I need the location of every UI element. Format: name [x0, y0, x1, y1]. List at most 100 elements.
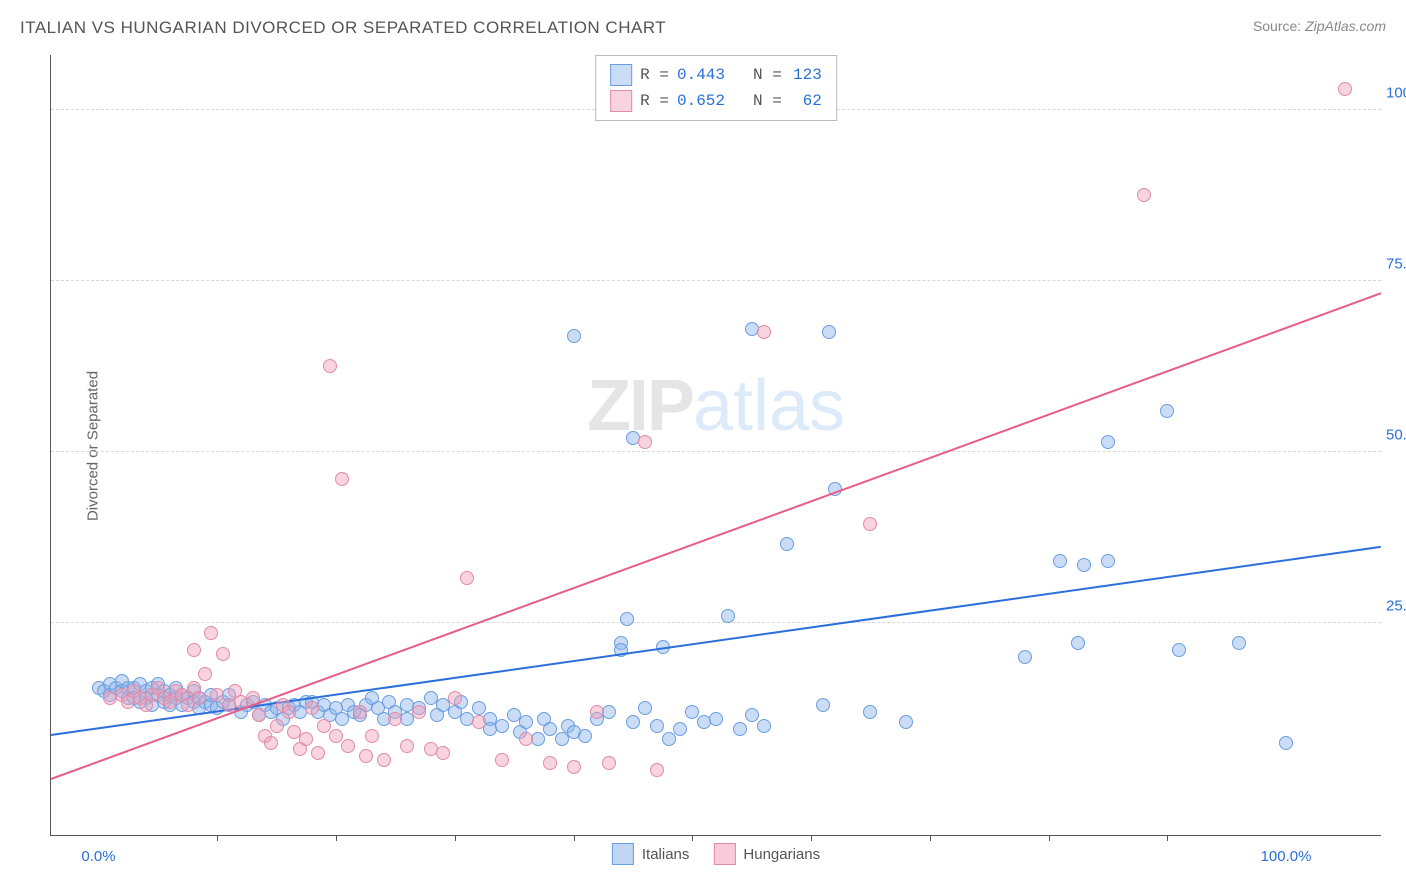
r-value: 0.443 — [677, 66, 725, 84]
data-point — [436, 746, 450, 760]
data-point — [1101, 554, 1115, 568]
x-tick-label: 100.0% — [1261, 848, 1312, 865]
data-point — [210, 688, 224, 702]
watermark-part2: atlas — [693, 366, 845, 446]
data-point — [323, 359, 337, 373]
data-point — [590, 705, 604, 719]
source-label: Source: — [1253, 18, 1305, 34]
y-tick-label: 75.0% — [1386, 255, 1406, 272]
series-legend: Italians Hungarians — [612, 843, 820, 865]
data-point — [1053, 554, 1067, 568]
data-point — [863, 705, 877, 719]
data-point — [400, 739, 414, 753]
data-point — [567, 329, 581, 343]
legend-item: Hungarians — [713, 843, 820, 865]
data-point — [626, 715, 640, 729]
data-point — [270, 719, 284, 733]
data-point — [620, 612, 634, 626]
data-point — [353, 705, 367, 719]
data-point — [495, 719, 509, 733]
legend-swatch — [612, 843, 634, 865]
data-point — [365, 729, 379, 743]
data-point — [198, 667, 212, 681]
data-point — [757, 719, 771, 733]
legend-swatch — [713, 843, 735, 865]
x-tick — [1049, 835, 1050, 841]
x-tick — [692, 835, 693, 841]
data-point — [204, 626, 218, 640]
gridline — [51, 622, 1381, 623]
n-value: 123 — [790, 66, 822, 84]
x-tick — [336, 835, 337, 841]
data-point — [1018, 650, 1032, 664]
data-point — [638, 435, 652, 449]
data-point — [335, 472, 349, 486]
data-point — [822, 325, 836, 339]
stats-row: R = 0.443 N = 123 — [610, 62, 822, 88]
data-point — [816, 698, 830, 712]
r-label: R = — [640, 66, 669, 84]
data-point — [685, 705, 699, 719]
trend-line — [51, 546, 1381, 736]
data-point — [602, 756, 616, 770]
r-label: R = — [640, 92, 669, 110]
data-point — [650, 763, 664, 777]
data-point — [1137, 188, 1151, 202]
legend-label: Hungarians — [743, 846, 820, 863]
data-point — [1071, 636, 1085, 650]
data-point — [780, 537, 794, 551]
y-tick-label: 25.0% — [1386, 597, 1406, 614]
data-point — [733, 722, 747, 736]
data-point — [519, 715, 533, 729]
data-point — [543, 722, 557, 736]
legend-label: Italians — [642, 846, 690, 863]
data-point — [388, 712, 402, 726]
data-point — [329, 729, 343, 743]
data-point — [519, 732, 533, 746]
data-point — [264, 736, 278, 750]
data-point — [252, 708, 266, 722]
data-point — [638, 701, 652, 715]
data-point — [341, 739, 355, 753]
gridline — [51, 280, 1381, 281]
data-point — [709, 712, 723, 726]
data-point — [359, 749, 373, 763]
data-point — [305, 701, 319, 715]
data-point — [282, 705, 296, 719]
source-credit: Source: ZipAtlas.com — [1253, 18, 1386, 34]
data-point — [1338, 82, 1352, 96]
data-point — [721, 609, 735, 623]
data-point — [317, 719, 331, 733]
x-tick — [930, 835, 931, 841]
x-tick — [811, 835, 812, 841]
data-point — [757, 325, 771, 339]
data-point — [472, 715, 486, 729]
y-tick-label: 100.0% — [1386, 84, 1406, 101]
trend-line — [51, 293, 1382, 781]
chart-title: ITALIAN VS HUNGARIAN DIVORCED OR SEPARAT… — [20, 18, 666, 38]
scatter-plot: ZIPatlas R =0.443N =123R =0.652N =62 Ita… — [50, 55, 1381, 836]
data-point — [662, 732, 676, 746]
n-label: N = — [753, 66, 782, 84]
watermark-part1: ZIP — [587, 366, 693, 446]
data-point — [1172, 643, 1186, 657]
source-value: ZipAtlas.com — [1305, 18, 1386, 34]
data-point — [1077, 558, 1091, 572]
data-point — [543, 756, 557, 770]
data-point — [187, 643, 201, 657]
data-point — [216, 647, 230, 661]
r-value: 0.652 — [677, 92, 725, 110]
data-point — [377, 753, 391, 767]
data-point — [567, 760, 581, 774]
data-point — [192, 691, 206, 705]
data-point — [1160, 404, 1174, 418]
legend-item: Italians — [612, 843, 690, 865]
data-point — [650, 719, 664, 733]
n-value: 62 — [790, 92, 822, 110]
data-point — [899, 715, 913, 729]
data-point — [1101, 435, 1115, 449]
data-point — [863, 517, 877, 531]
n-label: N = — [753, 92, 782, 110]
correlation-stats-box: R = 0.443 N = 123 R = 0.652 N = 62 — [595, 55, 837, 121]
data-point — [472, 701, 486, 715]
